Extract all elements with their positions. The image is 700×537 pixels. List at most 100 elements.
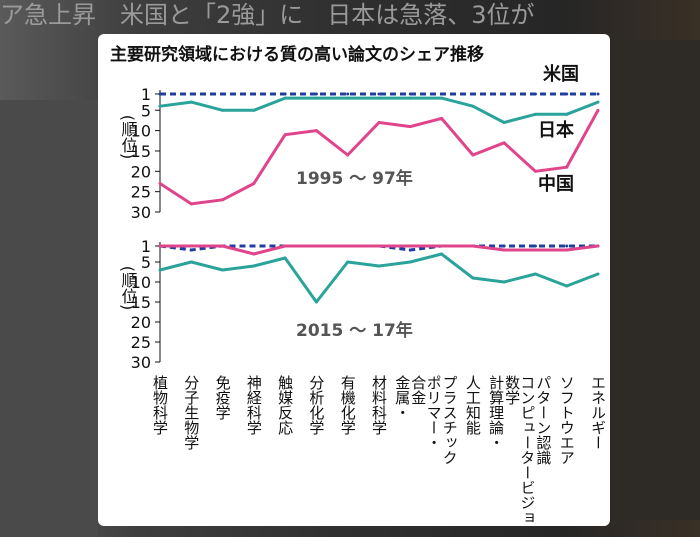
x-tick-label-text: パターン認識 xyxy=(534,375,552,466)
data-point-米国 xyxy=(221,92,225,96)
data-point-中国 xyxy=(596,244,600,248)
x-tick-label: エネルギー xyxy=(589,375,607,450)
x-tick-label-text: 植物科学 xyxy=(151,375,169,435)
data-point-米国 xyxy=(596,92,600,96)
background-headline: ア急上昇 米国と「2強」に 日本は急落、3位が xyxy=(0,1,535,29)
data-point-中国 xyxy=(408,244,412,248)
y-tick-label: 5 xyxy=(141,101,151,120)
data-point-中国 xyxy=(565,165,569,169)
data-point-米国 xyxy=(502,244,506,248)
x-tick-label-text: 計算理論・ xyxy=(487,375,505,450)
y-tick-label: 5 xyxy=(141,253,151,272)
y-tick-label: 30 xyxy=(131,203,151,222)
data-point-日本 xyxy=(596,272,600,276)
data-point-米国 xyxy=(440,92,444,96)
data-point-中国 xyxy=(440,116,444,120)
x-tick-label-text: プラスチック xyxy=(441,375,459,465)
x-tick-label-text: 有機化学 xyxy=(339,375,357,435)
period-label: 2015 ～ 17年 xyxy=(296,320,413,341)
data-point-日本 xyxy=(346,260,350,264)
y-tick-label: 20 xyxy=(131,162,151,181)
series-label-中国: 中国 xyxy=(538,173,574,195)
x-tick-label-text: 免疫学 xyxy=(214,375,232,420)
data-point-米国 xyxy=(252,92,256,96)
data-point-米国 xyxy=(471,92,475,96)
data-point-米国 xyxy=(533,244,537,248)
series-line-中国 xyxy=(159,109,600,206)
x-tick-label: 触媒反応 xyxy=(276,375,294,436)
x-tick-label: 分子生物学 xyxy=(182,375,200,450)
data-point-米国 xyxy=(408,92,412,96)
x-tick-label-text: 神経科学 xyxy=(245,375,263,435)
x-tick-label: 有機化学 xyxy=(339,375,357,435)
y-tick-label: 25 xyxy=(131,183,151,202)
data-point-日本 xyxy=(283,96,287,100)
x-tick-label-text: エネルギー xyxy=(589,375,607,450)
data-point-日本 xyxy=(565,112,569,116)
x-tick-label: 金属・合金 xyxy=(393,375,427,420)
data-point-日本 xyxy=(158,104,162,108)
data-point-米国 xyxy=(314,92,318,96)
data-point-中国 xyxy=(596,108,600,112)
x-tick-label-text: 分子生物学 xyxy=(182,375,200,450)
x-tick-label-text: 人工知能 xyxy=(464,375,482,436)
data-point-米国 xyxy=(283,92,287,96)
data-point-米国 xyxy=(189,248,193,252)
data-point-日本 xyxy=(221,108,225,112)
data-point-日本 xyxy=(346,96,350,100)
data-point-中国 xyxy=(283,133,287,137)
series-line-米国 xyxy=(159,244,598,252)
data-point-中国 xyxy=(158,182,162,186)
data-point-中国 xyxy=(502,248,506,252)
data-point-日本 xyxy=(408,96,412,100)
y-tick-label: 25 xyxy=(131,333,151,352)
data-point-日本 xyxy=(502,120,506,124)
data-point-米国 xyxy=(158,92,162,96)
x-tick-label-text: 数学 xyxy=(503,375,521,405)
data-point-中国 xyxy=(533,169,537,173)
x-tick-label-text: 合金 xyxy=(409,375,427,405)
data-point-日本 xyxy=(440,252,444,256)
y-axis-label: (順位) xyxy=(119,115,138,159)
data-point-米国 xyxy=(377,92,381,96)
series-label-米国: 米国 xyxy=(543,63,579,85)
data-point-中国 xyxy=(533,248,537,252)
y-tick-label: 1 xyxy=(141,85,151,104)
data-point-米国 xyxy=(502,92,506,96)
x-tick-label-text: コンピュータービジョン・ xyxy=(518,375,536,526)
data-point-中国 xyxy=(252,182,256,186)
data-point-米国 xyxy=(533,92,537,96)
data-point-日本 xyxy=(408,260,412,264)
x-tick-label: コンピュータービジョン・パターン認識 xyxy=(518,375,552,526)
chart-card: 主要研究領域における質の高い論文のシェア推移 1 5 10 15 20 25 30 (順位) 米… xyxy=(98,34,610,526)
y-axis-label: (順位) xyxy=(119,266,138,310)
data-point-日本 xyxy=(283,256,287,260)
x-tick-label: 人工知能 xyxy=(464,375,482,436)
x-tick-label: ソフトウエア xyxy=(558,375,576,465)
data-point-日本 xyxy=(471,276,475,280)
x-tick-label-text: 材料科学 xyxy=(370,375,388,435)
data-point-米国 xyxy=(565,92,569,96)
x-tick-label-text: 金属・ xyxy=(393,375,411,420)
data-point-中国 xyxy=(565,248,569,252)
series-label-日本: 日本 xyxy=(538,119,574,141)
data-point-日本 xyxy=(502,280,506,284)
data-point-中国 xyxy=(502,141,506,145)
data-point-日本 xyxy=(189,260,193,264)
data-point-日本 xyxy=(314,300,318,304)
data-point-日本 xyxy=(533,272,537,276)
data-point-中国 xyxy=(189,244,193,248)
data-point-中国 xyxy=(158,244,162,248)
x-tick-label: ポリマー・プラスチック xyxy=(425,375,459,465)
y-tick-label: 15 xyxy=(131,142,151,161)
data-point-日本 xyxy=(189,100,193,104)
data-point-中国 xyxy=(252,252,256,256)
data-point-中国 xyxy=(314,129,318,133)
data-point-中国 xyxy=(283,244,287,248)
data-point-中国 xyxy=(377,120,381,124)
y-tick-label: 30 xyxy=(131,353,151,372)
series-line-日本 xyxy=(159,96,599,124)
y-tick-label: 10 xyxy=(131,273,151,292)
background-left-panel xyxy=(0,100,98,537)
